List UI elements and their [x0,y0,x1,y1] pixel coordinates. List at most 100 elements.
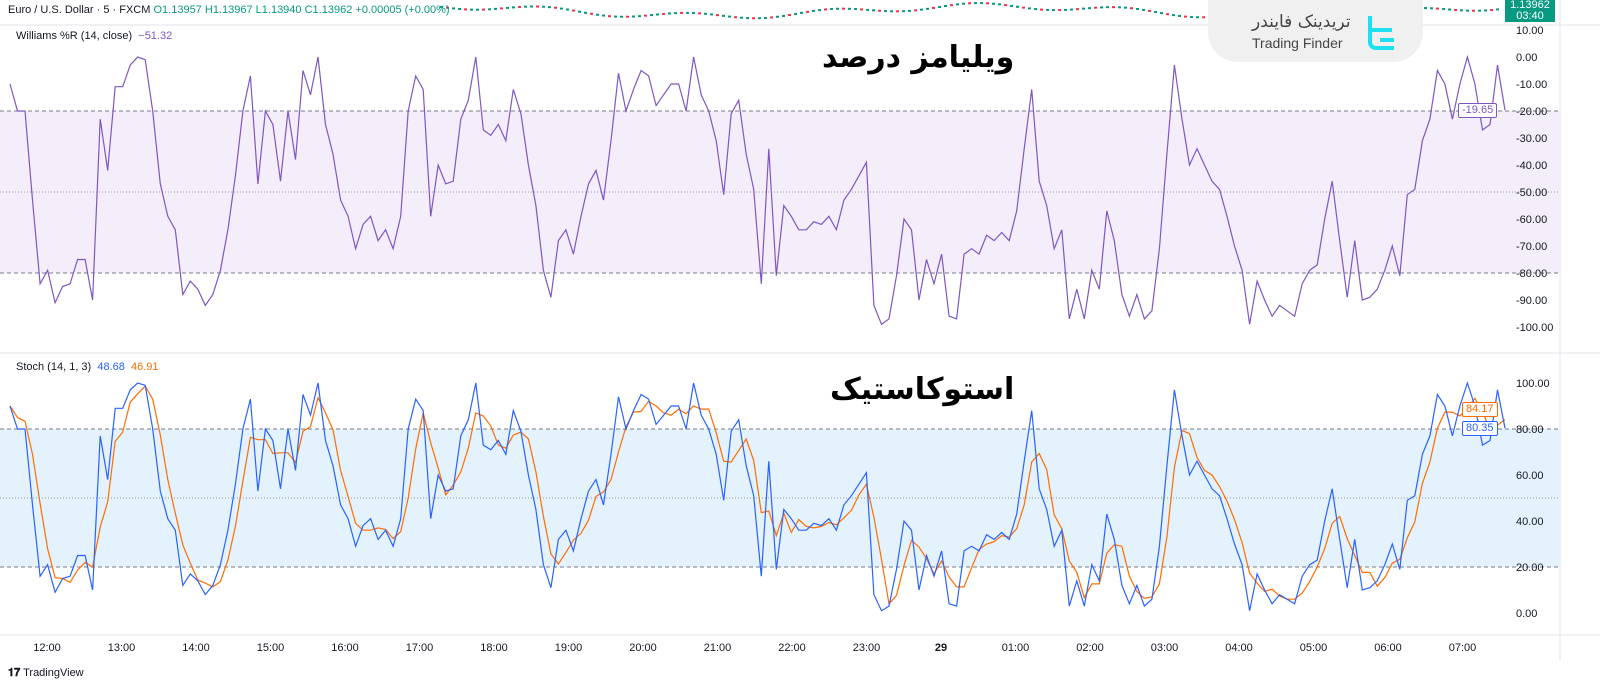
stoch-legend[interactable]: Stoch (14, 1, 3) 48.68 46.91 [16,361,159,373]
price-candle [1178,14,1181,17]
price-candle [800,11,803,14]
price-candle [626,15,629,18]
price-candle [806,10,809,13]
price-candle [1160,12,1163,15]
price-candle [1112,6,1115,9]
price-candle [818,9,821,12]
price-candle [704,12,707,15]
price-candle [1106,6,1109,9]
y-tick-label: -60.00 [1516,214,1547,226]
price-candle [1136,7,1139,10]
price-candle [1154,10,1157,13]
tradingview-branding[interactable]: 𝟏𝟕 TradingView [8,667,84,680]
price-candle [1028,7,1031,10]
y-tick-label: 0.00 [1516,608,1537,620]
price-candle [938,5,941,8]
trading-finder-logo: تریدینک فایندر Trading Finder [1208,0,1423,62]
y-tick-label: -90.00 [1516,295,1547,307]
price-candle [440,5,443,8]
price-candle [752,17,755,20]
price-candle [1166,13,1169,16]
y-tick-label: -80.00 [1516,268,1547,280]
price-candle [764,16,767,19]
price-candle [632,15,635,18]
price-candle [458,7,461,10]
price-candle [1010,4,1013,7]
price-candle [896,10,899,13]
price-candle [554,6,557,9]
price-candle [1004,4,1007,7]
high-value: H1.13967 [204,4,253,16]
y-tick-label: -100.00 [1516,322,1553,334]
price-candle [452,7,455,10]
price-candle [812,9,815,12]
price-candle [794,12,797,15]
price-candle [506,6,509,9]
price-candle [578,10,581,13]
last-price-tag: 1.13962 03:40 [1505,0,1555,22]
price-candle [680,11,683,14]
open-value: O1.13957 [153,4,202,16]
price-candle [1148,9,1151,12]
price-candle [542,5,545,8]
x-tick-label: 06:00 [1374,642,1402,654]
price-candle [1016,5,1019,8]
price-candle [1460,9,1463,12]
x-tick-label: 15:00 [257,642,285,654]
williams-legend[interactable]: Williams %R (14, close) −51.32 [16,30,172,42]
price-candle [1424,7,1427,10]
tradingview-logo-icon: 𝟏𝟕 [8,667,21,679]
price-candle [926,7,929,10]
y-tick-label: -50.00 [1516,187,1547,199]
trading-finder-logo-icon [1368,16,1394,50]
x-tick-label: 23:00 [853,642,881,654]
stoch-watermark: استوکاستیک [830,372,1015,407]
price-candle [728,15,731,18]
price-candle [836,7,839,10]
price-candle [908,9,911,12]
price-candle [638,15,641,18]
price-candle [692,12,695,15]
price-candle [608,15,611,18]
price-candle [548,6,551,9]
price-candle [866,8,869,11]
price-candle [566,8,569,11]
y-tick-label: 40.00 [1516,516,1544,528]
x-tick-label: 16:00 [331,642,359,654]
price-candle [530,5,533,8]
price-candle [602,14,605,17]
stoch-k-last-tag: 80.35 [1462,421,1498,436]
price-candle [686,11,689,14]
price-candle [1466,9,1469,12]
price-candle [572,9,575,12]
price-candle [656,13,659,16]
price-candle [998,3,1001,6]
price-candle [788,13,791,16]
price-candle [986,2,989,5]
price-candle [482,8,485,11]
price-candle [620,15,623,18]
price-candle [824,8,827,11]
price-candle [1436,7,1439,10]
price-candle [974,2,977,5]
y-tick-label: -30.00 [1516,133,1547,145]
symbol-name[interactable]: Euro / U.S. Dollar · 5 · FXCM [8,4,151,16]
price-candle [536,5,539,8]
price-candle [782,14,785,17]
x-tick-label: 14:00 [182,642,210,654]
y-tick-label: 0.00 [1516,52,1537,64]
price-candle [956,3,959,6]
williams-watermark: ویلیامز درصد [822,40,1015,75]
price-candle [1484,9,1487,12]
price-candle [860,8,863,11]
price-candle [770,16,773,19]
price-candle [584,11,587,14]
price-candle [1478,9,1481,12]
price-candle [746,17,749,20]
price-candle [1184,15,1187,18]
price-candle [560,7,563,10]
price-candle [494,7,497,10]
stoch-d-value: 46.91 [131,361,159,373]
